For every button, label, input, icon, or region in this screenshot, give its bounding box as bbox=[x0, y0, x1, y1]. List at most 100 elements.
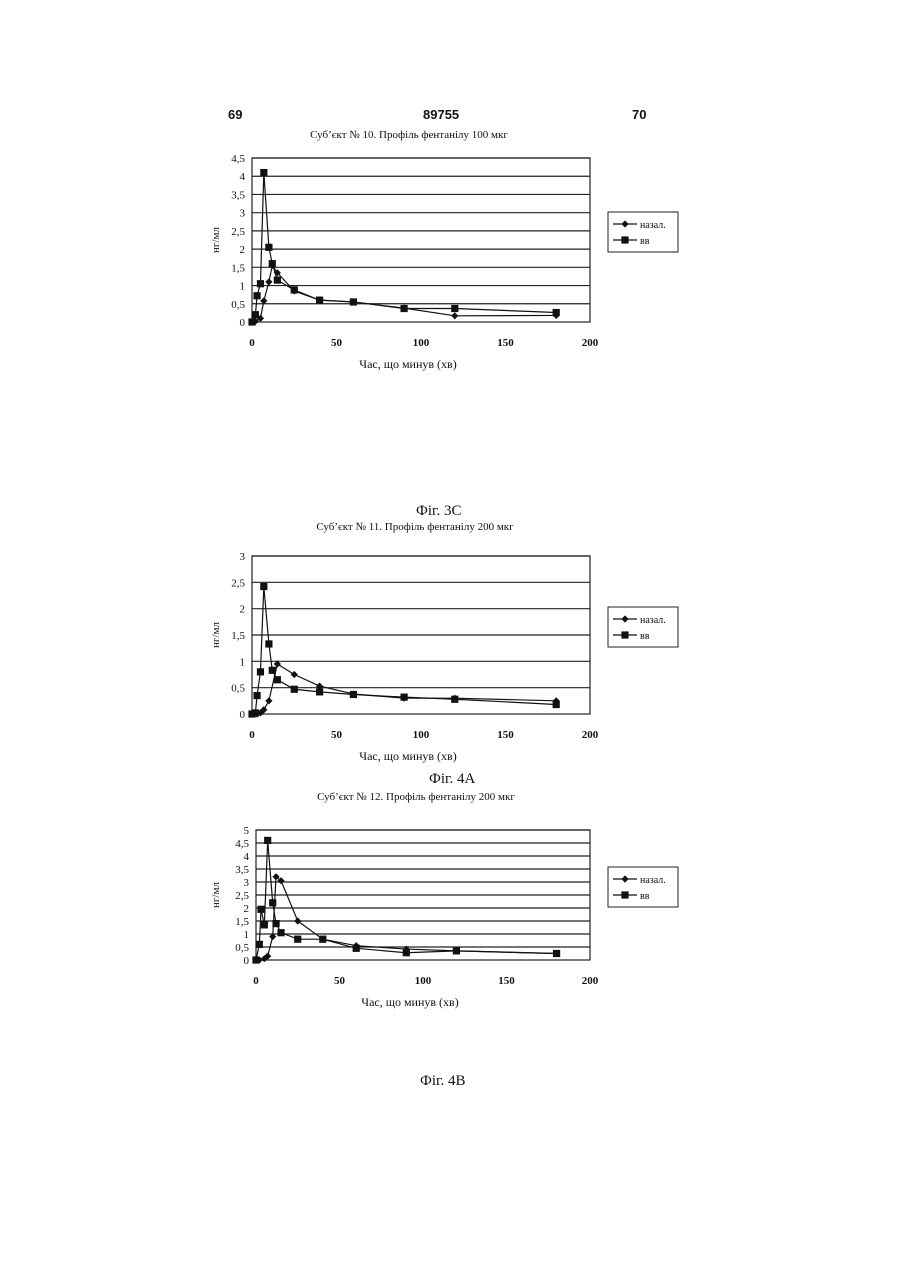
y-tick-label: 0 bbox=[240, 317, 246, 329]
data-point-iv bbox=[272, 920, 279, 927]
y-tick-label: 3 bbox=[240, 551, 246, 563]
data-point-iv bbox=[403, 949, 410, 956]
chart-title: Суб’єкт № 11. Профіль фентанілу 200 мкг bbox=[316, 521, 514, 533]
data-point-iv bbox=[451, 305, 458, 312]
chart-title: Суб’єкт № 12. Профіль фентанілу 200 мкг bbox=[317, 791, 515, 803]
x-tick-label: 100 bbox=[413, 337, 430, 349]
data-point-iv bbox=[257, 906, 264, 913]
y-tick-label: 0 bbox=[240, 709, 246, 721]
legend-marker-iv bbox=[621, 236, 628, 243]
x-tick-label: 0 bbox=[253, 975, 259, 987]
legend-label: вв bbox=[640, 631, 650, 642]
data-point-iv bbox=[353, 945, 360, 952]
y-tick-label: 0,5 bbox=[231, 683, 245, 695]
legend-marker-iv bbox=[621, 631, 628, 638]
figure-caption-4b: Фіг. 4В bbox=[420, 1073, 465, 1090]
y-tick-label: 2 bbox=[244, 903, 250, 915]
legend-marker-iv bbox=[621, 891, 628, 898]
data-point-iv bbox=[453, 947, 460, 954]
y-tick-label: 4 bbox=[244, 851, 250, 863]
x-tick-label: 50 bbox=[331, 337, 343, 349]
y-tick-label: 4 bbox=[240, 171, 246, 183]
data-point-iv bbox=[252, 709, 259, 716]
data-point-iv bbox=[291, 686, 298, 693]
legend-label: вв bbox=[640, 236, 650, 247]
x-tick-label: 100 bbox=[413, 729, 430, 741]
data-point-iv bbox=[553, 701, 560, 708]
chart-subject-12: Суб’єкт № 12. Профіль фентанілу 200 мкг 0… bbox=[0, 784, 900, 1044]
y-tick-label: 0,5 bbox=[235, 942, 249, 954]
data-point-iv bbox=[265, 244, 272, 251]
data-point-iv bbox=[260, 583, 267, 590]
y-tick-label: 1 bbox=[240, 281, 246, 293]
data-point-iv bbox=[257, 280, 264, 287]
y-tick-label: 2,5 bbox=[231, 577, 245, 589]
x-tick-label: 0 bbox=[249, 729, 255, 741]
data-point-iv bbox=[269, 899, 276, 906]
x-tick-label: 100 bbox=[415, 975, 432, 987]
left-page-number: 69 bbox=[228, 107, 242, 122]
legend-label: назал. bbox=[640, 220, 666, 231]
data-point-iv bbox=[277, 929, 284, 936]
y-tick-label: 1,5 bbox=[231, 262, 245, 274]
y-tick-label: 3,5 bbox=[235, 864, 249, 876]
legend-label: назал. bbox=[640, 615, 666, 626]
x-tick-label: 150 bbox=[498, 975, 515, 987]
data-point-iv bbox=[269, 260, 276, 267]
data-point-iv bbox=[401, 305, 408, 312]
y-axis-label: нг/мл bbox=[210, 227, 222, 253]
data-point-iv bbox=[316, 688, 323, 695]
legend-label: вв bbox=[640, 891, 650, 902]
y-tick-label: 5 bbox=[244, 825, 250, 837]
y-tick-label: 2 bbox=[240, 244, 246, 256]
series-line-nasal bbox=[252, 266, 556, 322]
x-tick-label: 50 bbox=[334, 975, 346, 987]
data-point-iv bbox=[553, 309, 560, 316]
x-tick-label: 50 bbox=[331, 729, 343, 741]
data-point-iv bbox=[274, 276, 281, 283]
x-axis-label: Час, що минув (хв) bbox=[361, 995, 458, 1009]
y-tick-label: 3,5 bbox=[231, 189, 245, 201]
chart-subject-11: Суб’єкт № 11. Профіль фентанілу 200 мкг 0… bbox=[0, 514, 900, 764]
x-tick-label: 150 bbox=[497, 729, 514, 741]
y-tick-label: 1 bbox=[240, 656, 246, 668]
data-point-iv bbox=[265, 640, 272, 647]
y-tick-label: 3 bbox=[240, 208, 246, 220]
x-tick-label: 200 bbox=[582, 729, 599, 741]
data-point-nasal bbox=[265, 697, 272, 704]
data-point-iv bbox=[274, 676, 281, 683]
x-tick-label: 200 bbox=[582, 337, 599, 349]
y-tick-label: 4,5 bbox=[235, 838, 249, 850]
data-point-iv bbox=[291, 286, 298, 293]
x-axis-label: Час, що минув (хв) bbox=[359, 357, 456, 371]
data-point-iv bbox=[248, 318, 255, 325]
y-tick-label: 2,5 bbox=[231, 226, 245, 238]
y-tick-label: 1 bbox=[244, 929, 250, 941]
data-point-nasal bbox=[291, 671, 298, 678]
y-tick-label: 3 bbox=[244, 877, 250, 889]
data-point-iv bbox=[252, 311, 259, 318]
data-point-iv bbox=[257, 668, 264, 675]
y-tick-label: 0,5 bbox=[231, 299, 245, 311]
data-point-iv bbox=[451, 696, 458, 703]
data-point-iv bbox=[401, 694, 408, 701]
data-point-iv bbox=[264, 837, 271, 844]
data-point-iv bbox=[253, 292, 260, 299]
data-point-iv bbox=[316, 297, 323, 304]
right-page-number: 70 bbox=[632, 107, 646, 122]
y-tick-label: 2,5 bbox=[235, 890, 249, 902]
y-tick-label: 2 bbox=[240, 604, 246, 616]
data-point-iv bbox=[294, 936, 301, 943]
data-point-iv bbox=[256, 941, 263, 948]
y-axis-label: нг/мл bbox=[210, 882, 222, 908]
data-point-iv bbox=[350, 298, 357, 305]
patent-number: 89755 bbox=[423, 107, 459, 122]
plot-area-border bbox=[252, 158, 590, 322]
y-tick-label: 4,5 bbox=[231, 153, 245, 165]
legend-label: назал. bbox=[640, 875, 666, 886]
y-tick-label: 1,5 bbox=[235, 916, 249, 928]
data-point-iv bbox=[553, 950, 560, 957]
x-tick-label: 0 bbox=[249, 337, 255, 349]
data-point-iv bbox=[252, 956, 259, 963]
chart-title: Суб’єкт № 10. Профіль фентанілу 100 мкг bbox=[310, 129, 508, 141]
